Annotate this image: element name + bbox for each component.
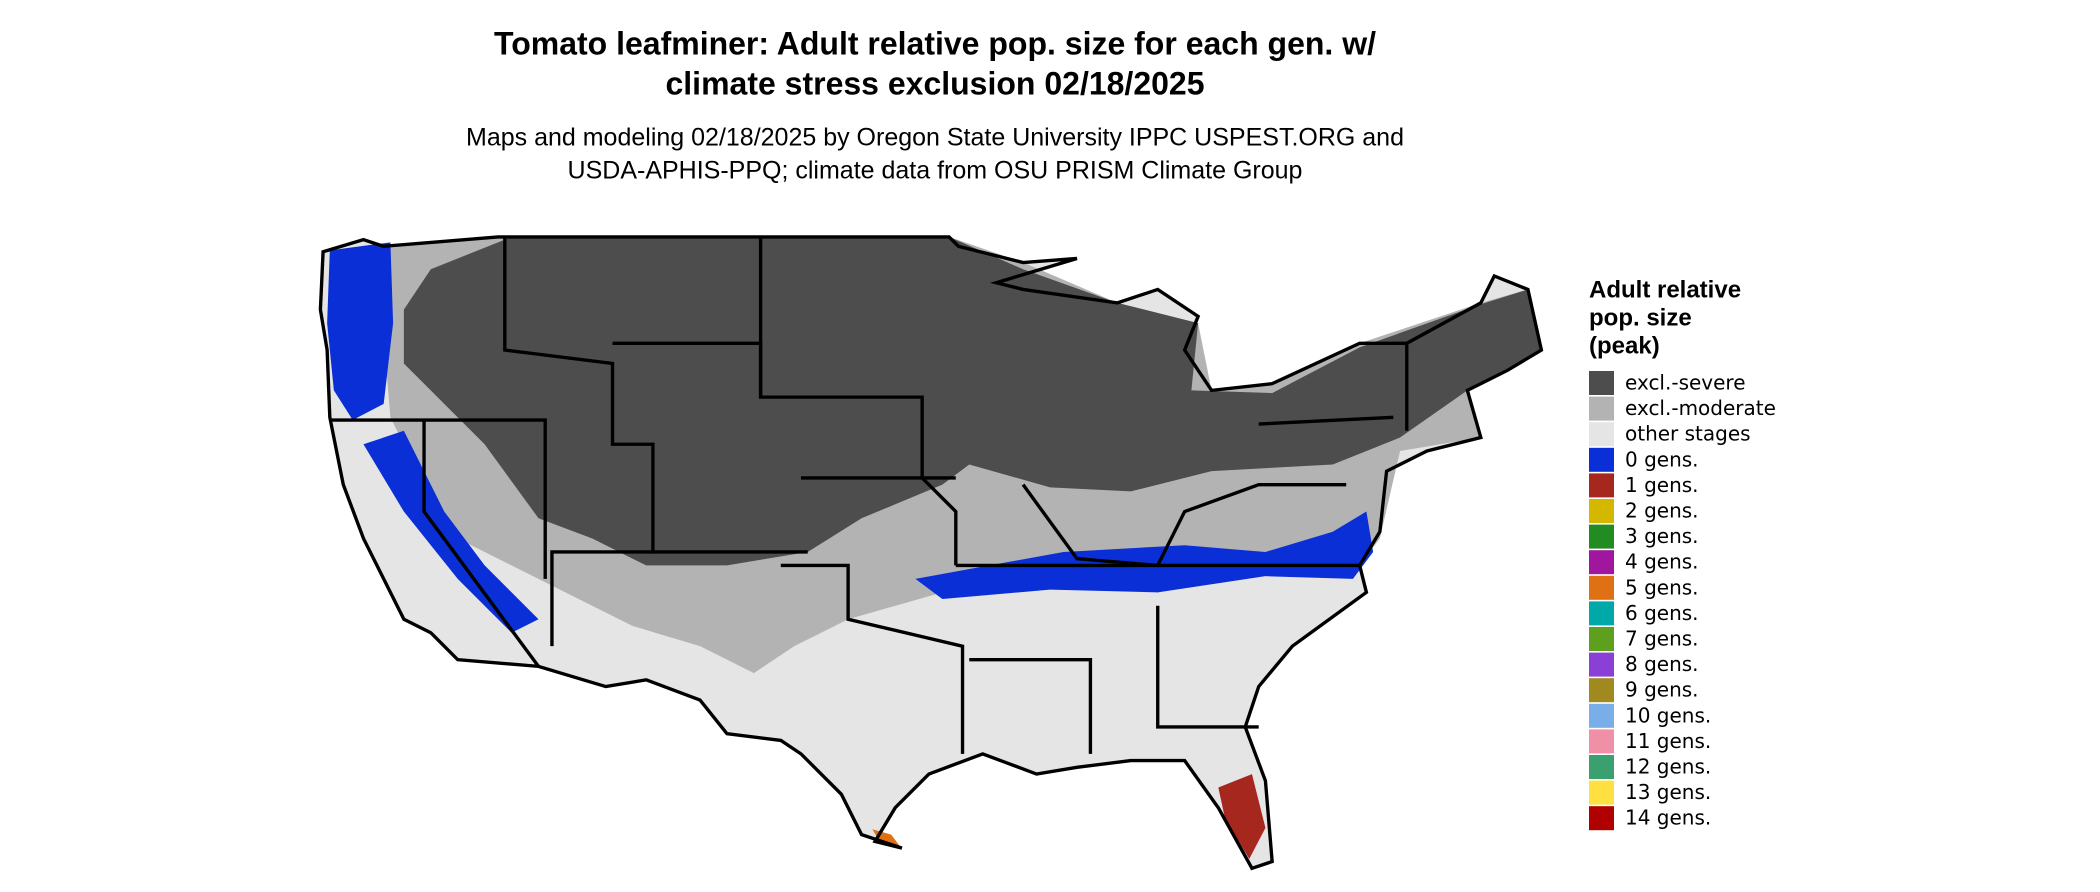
- legend-label: 0 gens.: [1625, 447, 1699, 471]
- legend-swatch: [1589, 473, 1614, 498]
- legend-label: 5 gens.: [1625, 575, 1699, 599]
- legend-label: excl.-moderate: [1625, 396, 1776, 420]
- legend-label: 10 gens.: [1625, 703, 1711, 727]
- legend-swatch: [1589, 524, 1614, 549]
- legend-label: other stages: [1625, 422, 1751, 446]
- legend-swatch: [1589, 371, 1614, 395]
- legend-swatch: [1589, 575, 1614, 600]
- legend-title-line: pop. size: [1589, 304, 1692, 331]
- legend-swatch: [1589, 806, 1614, 831]
- region-severe: [403, 236, 1542, 566]
- legend-swatch: [1589, 447, 1614, 472]
- region-1-gens: [1218, 774, 1266, 859]
- legend-swatch: [1589, 601, 1614, 626]
- legend-label: 7 gens.: [1625, 627, 1699, 651]
- legend-swatch: [1589, 703, 1614, 728]
- legend-title-line: (peak): [1589, 332, 1660, 359]
- subtitle-line: Maps and modeling 02/18/2025 by Oregon S…: [466, 124, 1404, 152]
- subtitle-line: USDA-APHIS-PPQ; climate data from OSU PR…: [568, 157, 1303, 185]
- legend-swatch: [1589, 627, 1614, 651]
- legend-label: 3 gens.: [1625, 524, 1699, 548]
- legend-label: 11 gens.: [1625, 729, 1711, 753]
- legend-swatch: [1589, 550, 1614, 575]
- legend-label: 8 gens.: [1625, 652, 1699, 676]
- legend-swatch: [1589, 780, 1614, 805]
- region-0-gens: [327, 242, 394, 421]
- state-borders: [318, 235, 1544, 871]
- legend-label: excl.-severe: [1625, 371, 1746, 395]
- legend-swatch: [1589, 729, 1614, 754]
- legend-label: 9 gens.: [1625, 678, 1699, 702]
- legend-swatch: [1589, 678, 1614, 703]
- region-0-gens: [363, 430, 539, 633]
- legend-swatch: [1589, 396, 1614, 421]
- legend-swatch: [1589, 499, 1614, 523]
- legend-label: 13 gens.: [1625, 780, 1711, 804]
- title-line: Tomato leafminer: Adult relative pop. si…: [494, 25, 1376, 61]
- legend-label: 4 gens.: [1625, 550, 1699, 574]
- legend-swatch: [1589, 755, 1614, 779]
- legend-title-line: Adult relative: [1589, 276, 1741, 303]
- legend-label: 6 gens.: [1625, 601, 1699, 625]
- legend-label: 1 gens.: [1625, 473, 1699, 497]
- us-map: [318, 235, 1544, 871]
- legend-label: 2 gens.: [1625, 499, 1699, 523]
- legend-swatch: [1589, 652, 1614, 677]
- legend-swatch: [1589, 422, 1614, 447]
- legend-label: 14 gens.: [1625, 806, 1711, 830]
- legend-label: 12 gens.: [1625, 755, 1711, 779]
- title-line: climate stress exclusion 02/18/2025: [665, 65, 1204, 101]
